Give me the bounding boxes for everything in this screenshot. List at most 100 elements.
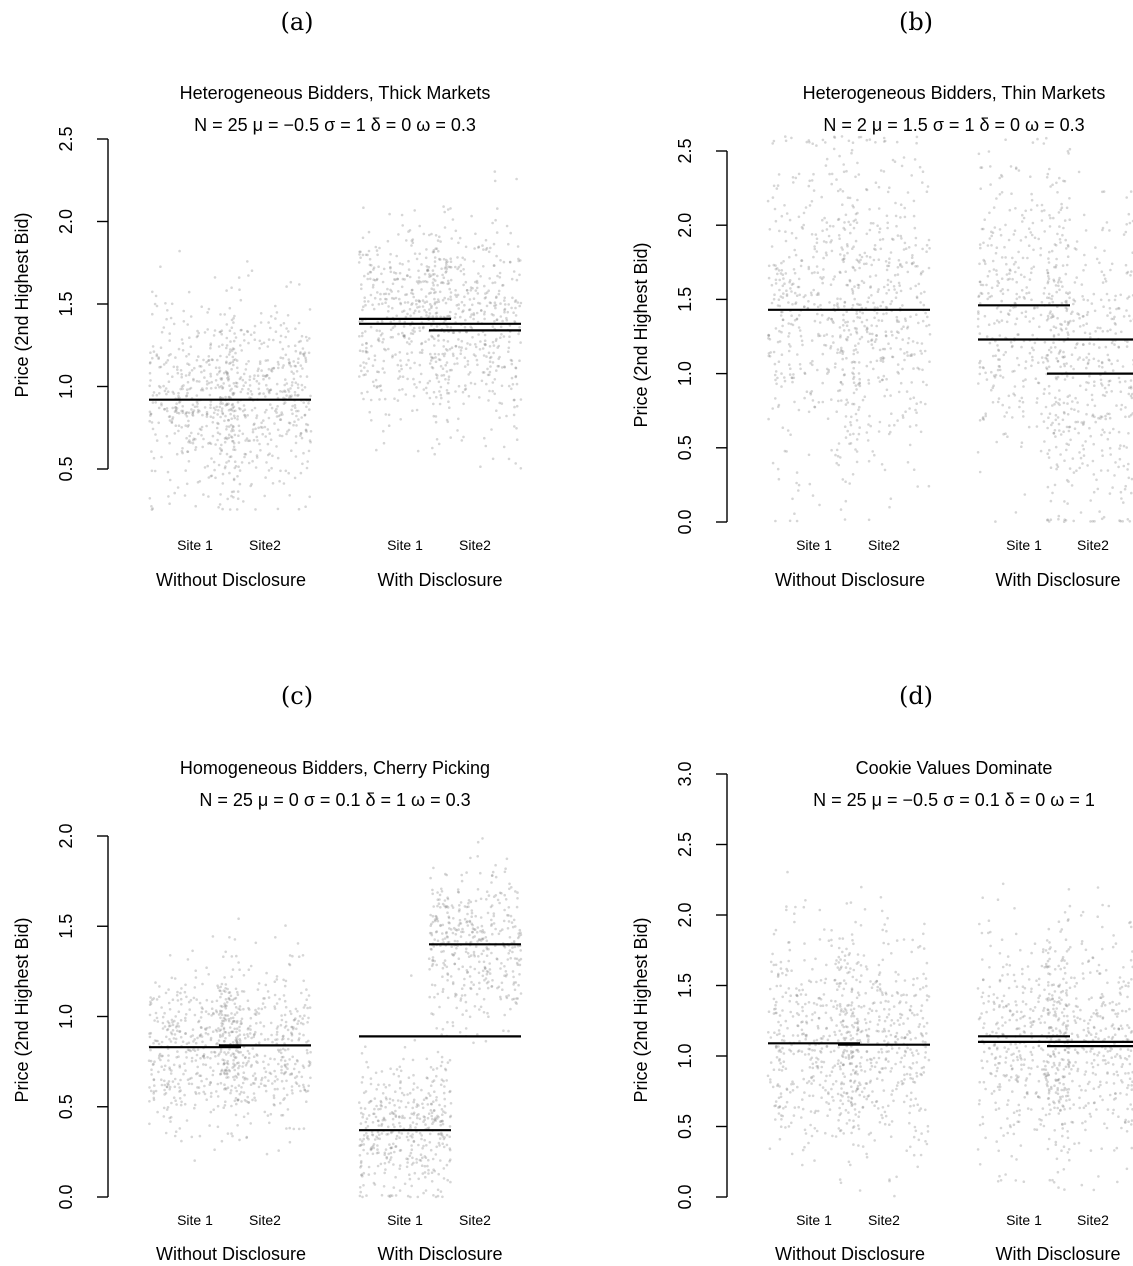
data-point	[218, 366, 221, 370]
data-point	[291, 954, 294, 958]
data-point	[869, 285, 872, 288]
data-point	[978, 470, 982, 474]
data-point	[998, 334, 1002, 337]
data-point	[402, 334, 406, 338]
data-point	[1042, 392, 1046, 396]
data-point	[844, 321, 847, 324]
data-point	[441, 1122, 445, 1126]
data-point	[843, 221, 846, 224]
data-point	[425, 391, 429, 395]
data-point	[150, 421, 154, 424]
data-point	[190, 431, 193, 435]
data-point	[167, 354, 171, 357]
data-point	[210, 457, 213, 460]
data-point	[880, 319, 884, 323]
data-point	[275, 311, 279, 314]
data-point	[391, 1123, 395, 1126]
data-point	[305, 1100, 308, 1103]
data-point	[776, 340, 780, 344]
data-point	[224, 1018, 228, 1022]
data-point	[1107, 298, 1111, 302]
data-point	[468, 975, 472, 978]
data-point	[309, 1076, 312, 1080]
data-point	[421, 1106, 425, 1110]
data-point	[264, 476, 267, 479]
data-point	[1079, 456, 1083, 460]
data-point	[305, 998, 309, 1001]
data-point	[838, 237, 841, 240]
data-point	[309, 440, 312, 444]
data-point	[200, 370, 203, 374]
data-point	[1054, 346, 1057, 349]
data-point	[220, 1069, 223, 1073]
data-point	[307, 994, 311, 997]
data-point	[431, 335, 434, 339]
data-point	[225, 336, 229, 340]
data-point	[389, 328, 393, 332]
data-point	[204, 1010, 208, 1013]
data-point	[457, 338, 460, 341]
data-point	[286, 314, 290, 317]
data-point	[273, 993, 277, 997]
data-point	[1045, 354, 1049, 357]
data-point	[513, 988, 517, 992]
data-point	[152, 391, 156, 394]
data-point	[513, 398, 516, 402]
data-point	[994, 520, 997, 523]
data-point	[481, 974, 485, 978]
data-point	[185, 1119, 189, 1122]
data-point	[244, 381, 247, 384]
data-point	[264, 1070, 268, 1074]
data-point	[433, 264, 437, 268]
data-point	[434, 1195, 438, 1199]
data-point	[373, 354, 377, 358]
data-point	[475, 286, 479, 290]
data-point	[999, 289, 1003, 293]
data-point	[262, 1024, 266, 1028]
data-point	[474, 345, 478, 349]
data-point	[1098, 261, 1101, 265]
data-point	[303, 1088, 307, 1092]
data-point	[202, 1063, 205, 1066]
data-point	[791, 303, 794, 306]
data-point	[789, 345, 792, 348]
data-point	[396, 1099, 400, 1102]
data-point	[391, 326, 395, 330]
data-point	[368, 263, 372, 267]
data-point	[491, 221, 494, 225]
data-point	[863, 324, 866, 328]
data-point	[454, 344, 458, 348]
data-point	[987, 150, 991, 153]
data-point	[370, 1146, 374, 1149]
data-point	[220, 448, 223, 452]
data-point	[436, 1114, 439, 1118]
data-point	[482, 997, 486, 1001]
data-point	[426, 1077, 429, 1080]
data-point	[880, 378, 884, 382]
data-point	[166, 470, 170, 474]
data-point	[385, 1157, 389, 1160]
data-point	[500, 384, 504, 388]
data-point	[481, 969, 485, 973]
data-point	[431, 956, 435, 959]
data-point	[878, 420, 882, 424]
data-point	[1057, 284, 1060, 288]
data-point	[216, 421, 219, 425]
data-point	[165, 1035, 168, 1039]
data-point	[1047, 348, 1051, 352]
data-point	[999, 233, 1003, 237]
data-point	[1029, 175, 1032, 178]
data-point	[463, 356, 467, 360]
data-point	[874, 248, 877, 251]
data-point	[907, 337, 911, 340]
data-point	[1129, 319, 1132, 323]
data-point	[1097, 359, 1100, 363]
data-point	[812, 255, 815, 259]
data-point	[442, 315, 446, 319]
data-point	[1040, 300, 1044, 304]
data-point	[360, 369, 363, 373]
data-point	[221, 507, 224, 511]
data-point	[879, 247, 883, 251]
data-point	[358, 1138, 362, 1141]
data-point	[1006, 435, 1009, 439]
